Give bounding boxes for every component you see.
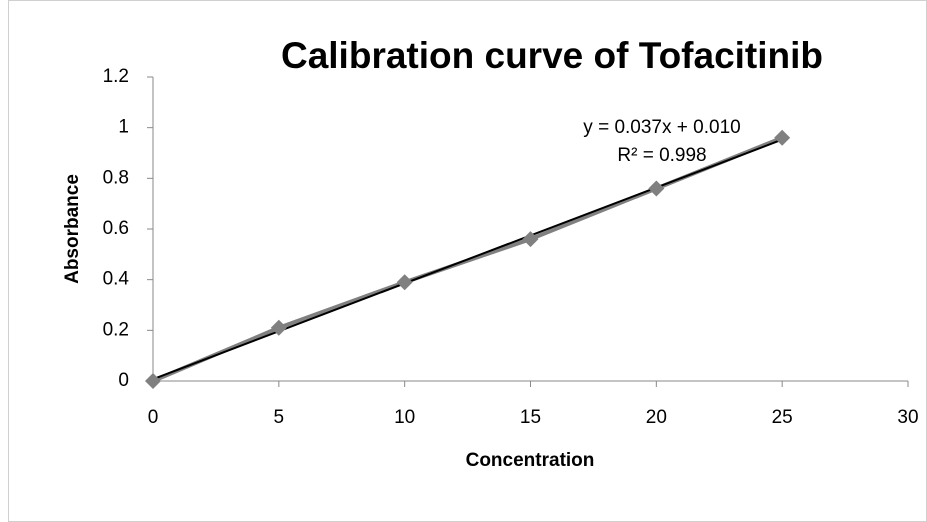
trendline-equation: y = 0.037x + 0.010 (583, 117, 740, 138)
y-axis-title: Absorbance (62, 174, 83, 284)
trendline (152, 138, 783, 381)
y-tick-label: 0.8 (103, 167, 129, 188)
y-tick-label: 1 (118, 117, 129, 138)
chart-title: Calibration curve of Tofacitinib (281, 35, 823, 76)
x-tick-label: 15 (520, 407, 541, 428)
marker (774, 129, 791, 146)
marker (396, 274, 413, 291)
x-tick-label: 0 (148, 407, 159, 428)
y-tick-label: 0.6 (103, 218, 129, 239)
x-tick-label: 25 (772, 407, 793, 428)
marker (145, 373, 161, 389)
trendline-r-squared: R² = 0.998 (617, 145, 706, 166)
x-tick-label: 5 (274, 407, 285, 428)
marker (648, 180, 665, 197)
marker (270, 319, 287, 336)
x-tick-label: 30 (897, 407, 918, 428)
y-tick-label: 0.2 (103, 319, 129, 340)
x-tick-label: 20 (646, 407, 667, 428)
y-tick-label: 1.2 (103, 66, 129, 87)
x-axis-title: Concentration (466, 450, 595, 471)
y-tick-label: 0.4 (103, 269, 130, 290)
x-tick-label: 10 (394, 407, 415, 428)
y-tick-label: 0 (118, 370, 129, 391)
marker (522, 231, 539, 248)
